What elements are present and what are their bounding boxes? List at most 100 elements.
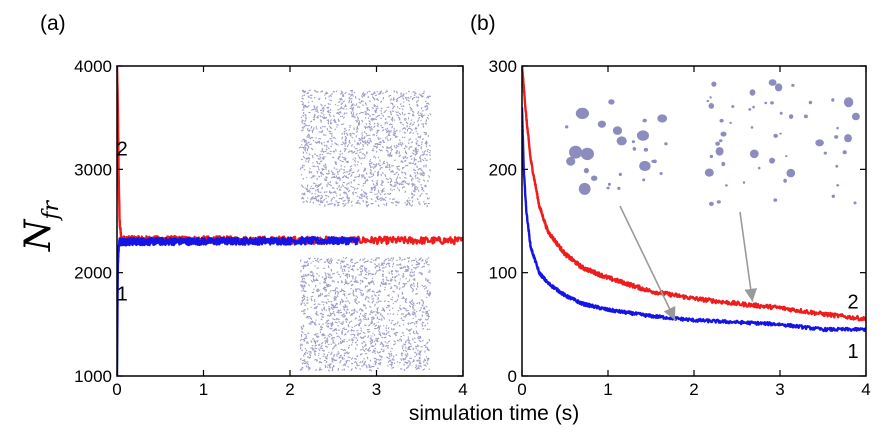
cluster-blob	[823, 151, 827, 155]
panel-a-x-tick-label: 2	[285, 380, 294, 399]
panel-b-snapshot-2	[704, 79, 860, 206]
cluster-blob	[706, 99, 710, 103]
cluster-blob	[791, 83, 795, 87]
cluster-blob	[606, 186, 610, 190]
cluster-blob	[725, 184, 728, 187]
cluster-blob	[631, 140, 636, 144]
cluster-blob	[836, 184, 840, 187]
cluster-blob	[772, 159, 776, 162]
cluster-blob	[752, 105, 755, 109]
cluster-blob	[749, 89, 756, 96]
cluster-blob	[597, 120, 607, 128]
cluster-blob	[711, 81, 717, 87]
cluster-blob	[642, 118, 647, 123]
panel-b-arrows	[619, 205, 758, 321]
cluster-blob	[643, 147, 649, 152]
panel-a-particle-snapshots	[298, 89, 432, 372]
cluster-blob	[617, 186, 621, 190]
cluster-blob	[742, 181, 746, 184]
cluster-blob	[773, 133, 778, 138]
panel-a-y-tick-label: 4000	[74, 57, 112, 76]
panel-b-x-tick-label: 0	[517, 380, 526, 399]
cluster-blob	[748, 108, 752, 111]
cluster-blob	[566, 156, 576, 166]
cluster-blob	[731, 105, 735, 108]
cluster-blob	[836, 126, 839, 130]
cluster-blob	[779, 111, 783, 115]
cluster-blob	[808, 100, 813, 105]
x-axis-label: simulation time (s)	[409, 402, 579, 425]
cluster-blob	[769, 157, 775, 164]
cluster-blob	[750, 126, 754, 129]
cluster-blob	[638, 134, 645, 140]
cluster-blob	[642, 178, 646, 182]
panel-a-snapshot-2-particles	[299, 256, 432, 372]
panel-a-y-tick-label: 3000	[74, 160, 112, 179]
panel-b-snapshot-1	[565, 99, 668, 195]
cluster-blob	[612, 126, 623, 135]
cluster-blob	[749, 149, 759, 159]
panel-b-x-tick-label: 2	[689, 380, 698, 399]
cluster-blob	[580, 109, 584, 113]
panel-a-x-tick-label: 4	[458, 380, 467, 399]
panel-b-y-tick-label: 100	[489, 264, 517, 283]
cluster-blob	[709, 96, 712, 99]
panel-b: 0 1 2 3 4 0 100 200 300 (b) 21	[470, 12, 871, 399]
cluster-blob	[717, 152, 721, 156]
cluster-blob	[851, 112, 860, 121]
panel-b-cluster-snapshots	[565, 79, 860, 206]
cluster-blob	[575, 107, 590, 119]
cluster-blob	[835, 164, 839, 168]
panel-b-y-tick-label: 300	[489, 57, 517, 76]
panel-b-y-tick-label: 0	[508, 367, 517, 386]
panel-a-curve-label-1: 1	[117, 283, 128, 305]
panel-a-x-tick-label: 3	[372, 380, 381, 399]
panel-b-arrow-2	[739, 211, 758, 302]
cluster-blob	[591, 175, 598, 181]
panel-b-series	[522, 66, 866, 333]
panel-b-y-tick-label: 200	[489, 160, 517, 179]
cluster-blob	[842, 150, 847, 155]
cluster-blob	[616, 136, 627, 146]
cluster-blob	[583, 167, 590, 174]
panel-a-series	[117, 66, 463, 376]
cluster-blob	[774, 83, 783, 92]
cluster-blob	[659, 172, 663, 175]
cluster-blob	[721, 161, 726, 167]
y-axis-label: Nfr	[18, 199, 64, 252]
cluster-blob	[788, 114, 794, 119]
cluster-blob	[578, 182, 591, 195]
cluster-blob	[758, 166, 761, 170]
panel-a-ticks: 0 1 2 3 4 1000 2000 3000 4000	[74, 57, 468, 399]
cluster-blob	[657, 114, 668, 123]
cluster-blob	[815, 139, 824, 147]
panel-b-curve-labels: 21	[848, 292, 859, 364]
cluster-blob	[708, 103, 715, 109]
cluster-blob	[786, 168, 796, 178]
cluster-blob	[785, 155, 788, 158]
cluster-blob	[844, 134, 852, 143]
cluster-blob	[773, 198, 778, 202]
panel-b-series-1-line	[522, 106, 866, 333]
cluster-blob	[783, 178, 787, 183]
panel-a-y-tick-label: 1000	[74, 367, 112, 386]
cluster-blob	[618, 172, 622, 177]
cluster-blob	[715, 141, 720, 146]
panel-b-label: (b)	[470, 12, 496, 35]
cluster-blob	[831, 98, 835, 102]
cluster-blob	[803, 114, 808, 119]
cluster-blob	[652, 159, 657, 164]
panel-b-arrow-1	[619, 205, 676, 321]
cluster-blob	[632, 147, 637, 151]
cluster-blob	[768, 79, 777, 86]
cluster-blob	[608, 99, 615, 105]
panel-a-series-1-line	[117, 235, 360, 376]
cluster-blob	[779, 132, 782, 135]
cluster-blob	[764, 101, 768, 105]
panel-b-curve-label-1: 1	[848, 341, 859, 363]
panel-b-x-tick-label: 4	[861, 380, 870, 399]
panel-b-x-tick-label: 3	[775, 380, 784, 399]
cluster-blob	[843, 97, 854, 108]
